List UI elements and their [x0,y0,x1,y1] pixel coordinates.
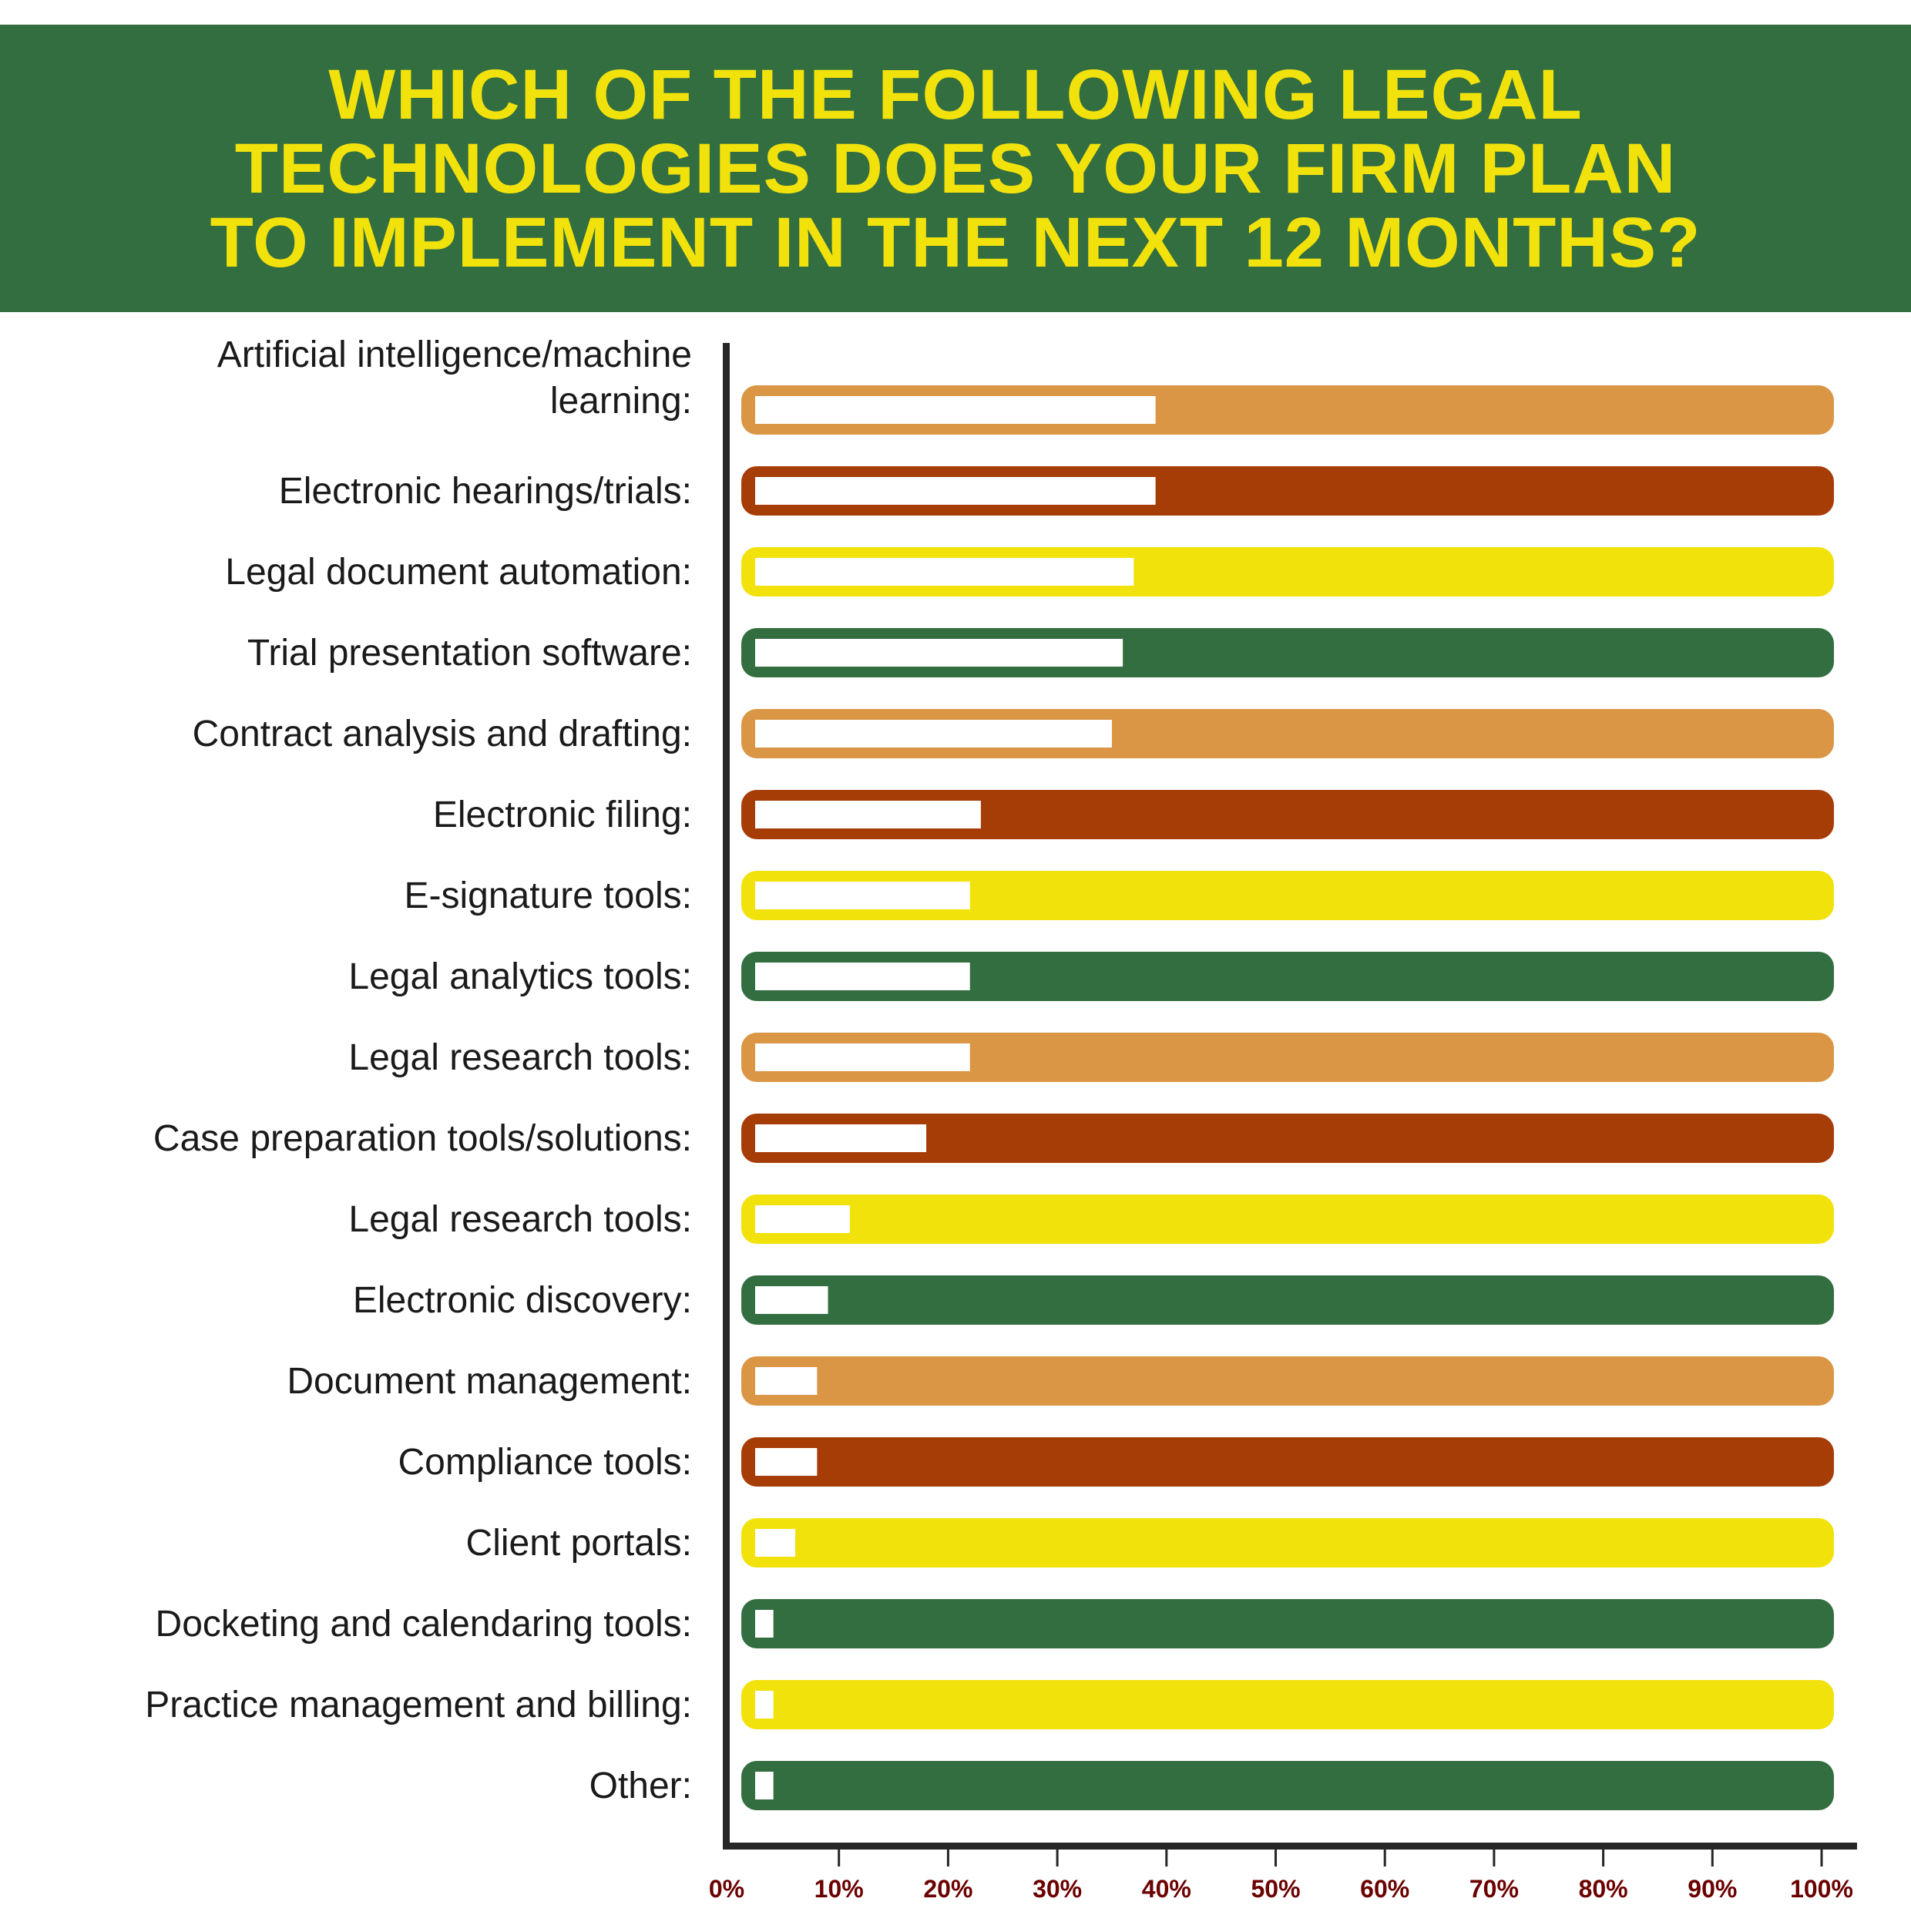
category-label: Trial presentation software: [247,633,692,674]
category-label: Legal analytics tools: [348,956,692,997]
x-axis-line [723,1843,1857,1850]
x-tick-label: 30% [1033,1875,1082,1903]
category-label: Legal document automation: [225,552,692,593]
title-banner: WHICH OF THE FOLLOWING LEGAL TECHNOLOGIE… [0,25,1911,312]
bar-value [755,639,1123,667]
bar-value [755,1124,927,1152]
bar-track [741,790,1834,839]
bar-value [755,801,981,828]
category-label: Docketing and calendaring tools: [156,1604,692,1645]
title-line: WHICH OF THE FOLLOWING LEGAL [328,55,1583,134]
bar-track [741,952,1834,1001]
category-label: Document management: [287,1361,692,1402]
x-tick-label: 80% [1579,1875,1628,1903]
bar-track [741,871,1834,920]
bar-value [755,882,970,909]
x-tick-mark [1275,1850,1277,1866]
bar-track [741,1275,1834,1325]
x-tick-label: 0% [709,1875,744,1903]
x-tick-label: 70% [1469,1875,1519,1903]
bar-value [755,1367,818,1395]
category-label: Legal research tools: [348,1037,692,1078]
x-tick-mark [946,1850,949,1866]
category-label: Practice management and billing: [145,1685,692,1725]
bar-track [741,1599,1834,1648]
x-tick-mark [1383,1850,1386,1866]
category-label: Electronic hearings/trials: [279,471,692,512]
x-tick-label: 100% [1790,1875,1853,1903]
bar-value [755,1772,774,1799]
category-label: Contract analysis and drafting: [193,714,692,754]
x-tick-mark [1820,1850,1823,1866]
category-label: Electronic filing: [433,795,692,835]
bar-value [755,1286,828,1314]
title-line: TECHNOLOGIES DOES YOUR FIRM PLAN [234,129,1677,208]
category-label: Electronic discovery: [353,1280,692,1321]
bar-track [741,1761,1834,1810]
category-label: Artificial intelligence/machine [217,334,692,375]
x-tick-mark [1711,1850,1714,1866]
x-tick-mark [1493,1850,1496,1866]
x-tick-mark [1165,1850,1168,1866]
bar-value [755,477,1156,505]
bar-value [755,558,1134,586]
x-tick-mark [1056,1850,1059,1866]
title-line: TO IMPLEMENT IN THE NEXT 12 MONTHS? [210,203,1701,282]
bar-value [755,1448,818,1476]
category-label: Client portals: [466,1523,692,1564]
bar-track [741,1437,1834,1487]
bar-value [755,963,970,990]
category-label: learning: [550,381,692,422]
bar-value [755,396,1156,424]
bar-value [755,720,1112,748]
bar-track [741,1356,1834,1406]
x-tick-mark [1602,1850,1605,1866]
bar-value [755,1691,774,1719]
x-tick-label: 40% [1142,1875,1191,1903]
bar-track [741,1194,1834,1244]
x-tick-label: 90% [1688,1875,1737,1903]
bar-value [755,1529,796,1557]
bar-track [741,1518,1834,1567]
x-tick-label: 20% [923,1875,972,1903]
category-label: Case preparation tools/solutions: [153,1118,692,1159]
x-tick-label: 10% [814,1875,864,1903]
category-label: Legal research tools: [348,1199,692,1240]
bar-track [741,1033,1834,1082]
bar-value [755,1205,850,1233]
x-tick-label: 50% [1251,1875,1300,1903]
bar-track [741,1114,1834,1163]
x-tick-label: 60% [1360,1875,1409,1903]
chart-title: WHICH OF THE FOLLOWING LEGAL TECHNOLOGIE… [108,58,1803,280]
y-axis-line [723,343,730,1850]
category-label: Other: [589,1766,692,1806]
category-label: E-signature tools: [404,875,692,916]
category-label: Compliance tools: [398,1442,692,1483]
bar-value [755,1043,970,1071]
x-tick-mark [838,1850,841,1866]
bar-track [741,1680,1834,1729]
bar-value [755,1610,774,1638]
